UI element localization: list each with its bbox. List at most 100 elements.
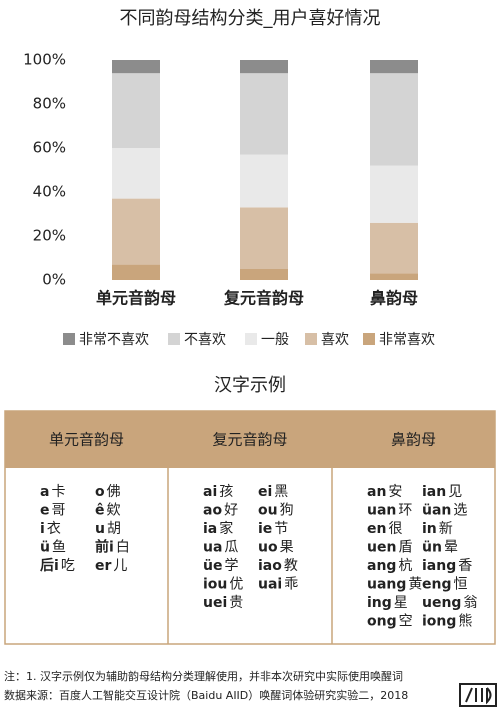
- hanzi: 很: [388, 521, 402, 537]
- pinyin: iong: [422, 614, 456, 630]
- pinyin: iang: [422, 558, 456, 574]
- hanzi: 见: [448, 484, 462, 500]
- legend-label: 喜欢: [321, 332, 349, 348]
- hanzi: 果: [280, 540, 294, 556]
- pinyin: ong: [367, 614, 397, 630]
- pinyin: ü: [40, 540, 50, 556]
- pinyin: ie: [258, 521, 272, 537]
- legend-label: 一般: [261, 332, 289, 348]
- pinyin: e: [40, 503, 50, 519]
- legend-label: 不喜欢: [184, 332, 226, 348]
- bar-segment: [112, 148, 160, 199]
- hanzi: 安: [388, 484, 402, 500]
- hanzi: 空: [399, 614, 413, 630]
- y-tick-label: 20%: [33, 227, 66, 245]
- hanzi: 吃: [61, 558, 75, 574]
- footer-note: 注：1. 汉字示例仅为辅助韵母结构分类理解使用，并非本次研究中实际使用唤醒词: [4, 669, 403, 683]
- pinyin: eng: [422, 577, 451, 593]
- pinyin: uai: [258, 577, 282, 593]
- chart-title: 不同韵母结构分类_用户喜好情况: [120, 8, 381, 29]
- legend-swatch: [168, 333, 180, 345]
- table-header: 鼻韵母: [391, 431, 436, 449]
- pinyin: in: [422, 521, 437, 537]
- pinyin: uei: [203, 595, 227, 611]
- legend-swatch: [63, 333, 75, 345]
- hanzi: 恒: [453, 577, 467, 593]
- pinyin: ang: [367, 558, 396, 574]
- hanzi: 熊: [458, 614, 472, 630]
- bar-segment: [240, 269, 288, 280]
- bar-segment: [112, 264, 160, 280]
- y-tick-label: 40%: [33, 183, 66, 201]
- y-tick-label: 80%: [33, 95, 66, 113]
- bar-segment: [240, 154, 288, 208]
- pinyin: uang: [367, 577, 406, 593]
- hanzi: 瓜: [224, 540, 238, 556]
- pinyin: an: [367, 484, 386, 500]
- pinyin: ou: [258, 503, 278, 519]
- pinyin: üan: [422, 503, 451, 519]
- hanzi: 贵: [229, 595, 243, 611]
- pinyin: er: [95, 558, 111, 574]
- pinyin: en: [367, 521, 386, 537]
- hanzi: 节: [274, 521, 288, 537]
- hanzi: 好: [224, 503, 238, 519]
- pinyin: ueng: [422, 595, 461, 611]
- bar-segment: [240, 73, 288, 155]
- hanzi: 卡: [51, 484, 65, 500]
- pinyin: 前i: [95, 539, 114, 556]
- pinyin: iou: [203, 577, 227, 593]
- y-tick-label: 60%: [33, 139, 66, 157]
- y-tick-label: 100%: [23, 51, 66, 69]
- pinyin: ian: [422, 484, 446, 500]
- hanzi: 佛: [107, 484, 121, 500]
- x-tick-label: 鼻韵母: [370, 289, 418, 308]
- hanzi: 黄: [408, 576, 422, 593]
- hanzi: 翁: [463, 595, 477, 611]
- pinyin: ê: [95, 503, 105, 519]
- hanzi: 欸: [107, 503, 121, 519]
- bar-segment: [112, 73, 160, 148]
- bar-segment: [370, 165, 418, 223]
- hanzi: 学: [224, 558, 238, 574]
- pinyin: u: [95, 521, 105, 537]
- pinyin: a: [40, 484, 49, 500]
- hanzi: 孩: [219, 484, 233, 500]
- footer-source: 数据来源：百度人工智能交互设计院（Baidu AIID）唤醒词体验研究实验二，2…: [4, 688, 408, 702]
- pinyin: üe: [203, 558, 222, 574]
- hanzi: 狗: [280, 503, 294, 519]
- pinyin: uen: [367, 540, 396, 556]
- hanzi: 胡: [107, 521, 121, 537]
- bar-segment: [370, 273, 418, 280]
- logo-box: [459, 683, 497, 707]
- pinyin: uan: [367, 503, 396, 519]
- hanzi: 黑: [274, 484, 288, 500]
- hanzi: 儿: [113, 558, 127, 574]
- x-tick-label: 单元音韵母: [96, 289, 176, 308]
- hanzi: 乖: [284, 577, 298, 593]
- table-header: 单元音韵母: [49, 431, 124, 449]
- pinyin: ao: [203, 503, 222, 519]
- hanzi: 优: [229, 577, 243, 593]
- pinyin: ün: [422, 540, 442, 556]
- pinyin: ia: [203, 521, 217, 537]
- bar-segment: [240, 60, 288, 74]
- hanzi: 白: [116, 540, 130, 556]
- pinyin: iao: [258, 558, 282, 574]
- bar-segment: [240, 207, 288, 269]
- hanzi: 家: [219, 520, 233, 537]
- pinyin: 后i: [40, 557, 59, 574]
- table-header-band: [5, 411, 495, 468]
- logo: [459, 683, 497, 707]
- legend-label: 非常喜欢: [379, 332, 435, 348]
- hanzi: 环: [398, 503, 412, 519]
- hanzi: 选: [453, 503, 467, 519]
- pinyin: o: [95, 484, 105, 500]
- hanzi: 晕: [444, 540, 458, 556]
- legend-swatch: [305, 333, 317, 345]
- legend-swatch: [245, 333, 257, 345]
- hanzi: 教: [284, 558, 298, 574]
- bar-segment: [112, 198, 160, 265]
- pinyin: ei: [258, 484, 272, 500]
